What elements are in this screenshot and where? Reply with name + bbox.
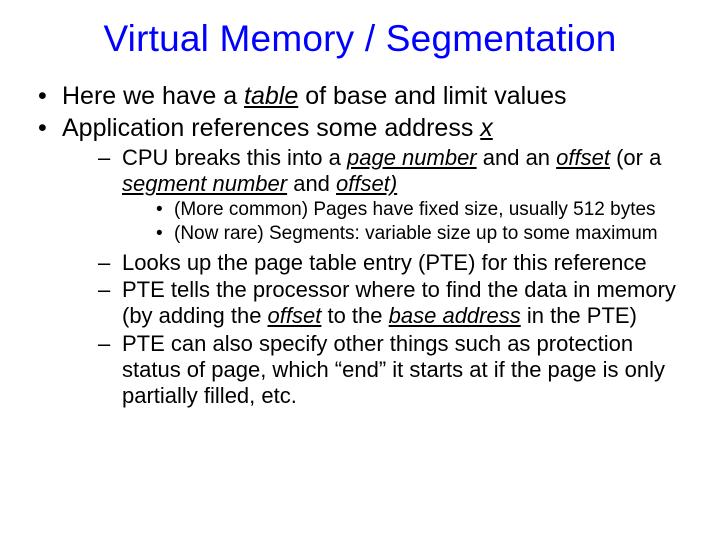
text: to the: [321, 303, 388, 328]
list-item: PTE can also specify other things such a…: [92, 331, 690, 409]
list-item: PTE tells the processor where to find th…: [92, 277, 690, 329]
text: (or a: [610, 145, 661, 170]
text-italic-underline: page number: [347, 145, 477, 170]
list-item: Application references some address x CP…: [30, 114, 690, 410]
text-italic-underline: x: [480, 114, 493, 142]
text-italic-underline: offset: [268, 303, 322, 328]
slide: Virtual Memory / Segmentation Here we ha…: [0, 0, 720, 540]
list-item: Looks up the page table entry (PTE) for …: [92, 250, 690, 276]
text: in the PTE): [521, 303, 637, 328]
list-item: (Now rare) Segments: variable size up to…: [150, 223, 690, 246]
text-italic-underline: base address: [389, 303, 521, 328]
text: Application references some address: [62, 114, 480, 142]
slide-title: Virtual Memory / Segmentation: [30, 18, 690, 60]
bullet-list-level2: CPU breaks this into a page number and a…: [92, 145, 690, 409]
text-italic-underline: offset: [556, 145, 610, 170]
text-italic-underline: offset): [336, 171, 397, 196]
text: of base and limit values: [298, 82, 566, 110]
text-italic-underline: segment number: [122, 171, 287, 196]
text: and an: [477, 145, 557, 170]
text: Here we have a: [62, 82, 244, 110]
list-item: CPU breaks this into a page number and a…: [92, 145, 690, 246]
list-item: Here we have a table of base and limit v…: [30, 82, 690, 112]
bullet-list-level1: Here we have a table of base and limit v…: [30, 82, 690, 409]
list-item: (More common) Pages have fixed size, usu…: [150, 199, 690, 222]
bullet-list-level3: (More common) Pages have fixed size, usu…: [150, 199, 690, 246]
text: and: [287, 171, 336, 196]
text: CPU breaks this into a: [122, 145, 347, 170]
text-italic-underline: table: [244, 82, 298, 110]
